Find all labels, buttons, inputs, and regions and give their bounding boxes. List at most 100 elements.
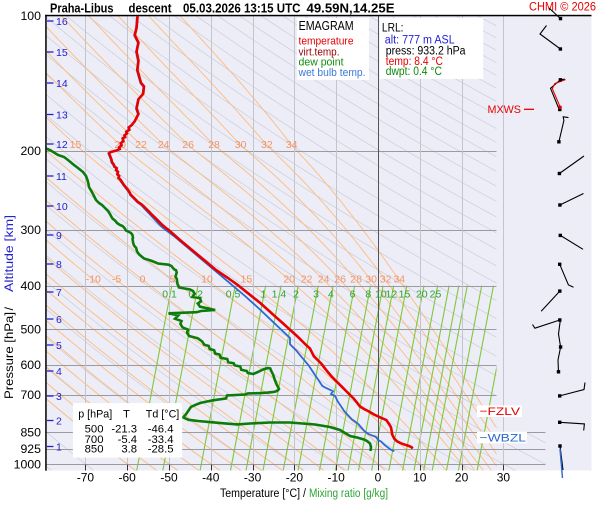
svg-text:-46.4: -46.4 xyxy=(148,424,174,436)
svg-text:p [hPa]: p [hPa] xyxy=(78,409,112,421)
svg-text:200: 200 xyxy=(20,144,41,158)
svg-text:8: 8 xyxy=(365,289,371,301)
svg-text:1: 1 xyxy=(260,289,266,301)
svg-text:temperature: temperature xyxy=(299,36,354,48)
svg-text:25: 25 xyxy=(430,289,442,301)
svg-text:32: 32 xyxy=(261,139,273,151)
svg-text:6: 6 xyxy=(56,314,62,326)
svg-text:MXWS: MXWS xyxy=(488,104,522,116)
svg-text:1: 1 xyxy=(56,441,62,453)
svg-text:T: T xyxy=(123,409,130,421)
svg-text:22: 22 xyxy=(135,139,147,151)
svg-text:-60: -60 xyxy=(119,471,137,485)
svg-text:24: 24 xyxy=(318,274,330,286)
svg-text:32: 32 xyxy=(380,274,392,286)
svg-text:26: 26 xyxy=(334,274,346,286)
svg-text:20: 20 xyxy=(455,471,469,485)
svg-text:49.59N,14.25E: 49.59N,14.25E xyxy=(307,2,395,16)
svg-text:15: 15 xyxy=(56,47,68,59)
svg-text:-20: -20 xyxy=(286,471,304,485)
svg-text:600: 600 xyxy=(20,358,41,372)
svg-text:-28.5: -28.5 xyxy=(148,444,174,456)
svg-text:11: 11 xyxy=(56,171,67,183)
svg-text:-21.3: -21.3 xyxy=(111,424,137,436)
svg-text:15: 15 xyxy=(70,139,82,151)
svg-text:-30: -30 xyxy=(244,471,262,485)
svg-text:34: 34 xyxy=(393,274,405,286)
svg-text:9: 9 xyxy=(56,230,62,242)
svg-text:EMAGRAM: EMAGRAM xyxy=(299,18,354,33)
svg-text:30: 30 xyxy=(497,471,511,485)
svg-text:1000: 1000 xyxy=(14,457,42,471)
svg-text:10: 10 xyxy=(201,274,213,286)
svg-text:4: 4 xyxy=(56,366,62,378)
svg-text:0: 0 xyxy=(140,274,146,286)
svg-text:6: 6 xyxy=(350,289,356,301)
svg-text:alt: 777 m ASL: alt: 777 m ASL xyxy=(385,35,455,47)
svg-text:10: 10 xyxy=(56,201,68,213)
svg-text:−FZLV: −FZLV xyxy=(480,406,521,418)
svg-text:500: 500 xyxy=(85,424,104,436)
svg-text:14: 14 xyxy=(56,78,68,90)
svg-text:15: 15 xyxy=(399,289,411,301)
svg-text:-5: -5 xyxy=(112,274,121,286)
svg-text:temp: 8.4 °C: temp: 8.4 °C xyxy=(386,56,443,68)
svg-text:700: 700 xyxy=(20,388,41,402)
svg-text:16: 16 xyxy=(56,16,68,28)
svg-text:15: 15 xyxy=(241,274,253,286)
svg-text:3.8: 3.8 xyxy=(121,444,137,456)
svg-text:8: 8 xyxy=(56,259,62,271)
svg-text:28: 28 xyxy=(208,139,220,151)
svg-text:4: 4 xyxy=(328,289,334,301)
svg-text:500: 500 xyxy=(20,322,41,336)
svg-text:28: 28 xyxy=(350,274,362,286)
svg-text:virt.temp.: virt.temp. xyxy=(299,47,340,59)
svg-text:-50: -50 xyxy=(160,471,178,485)
svg-text:CHMI © 2026: CHMI © 2026 xyxy=(529,2,596,14)
svg-text:descent: descent xyxy=(129,2,173,16)
svg-text:-5.4: -5.4 xyxy=(118,434,137,446)
svg-text:-40: -40 xyxy=(202,471,220,485)
svg-text:Mixing ratio [g/kg]: Mixing ratio [g/kg] xyxy=(309,486,388,500)
svg-text:10: 10 xyxy=(413,471,427,485)
svg-text:12: 12 xyxy=(386,289,398,301)
svg-text:Temperature [°C] /: Temperature [°C] / xyxy=(220,486,306,500)
svg-text:0.5: 0.5 xyxy=(226,289,241,301)
svg-text:LRL:: LRL: xyxy=(382,23,404,35)
svg-text:-70: -70 xyxy=(77,471,95,485)
svg-text:300: 300 xyxy=(20,223,41,237)
svg-text:/: / xyxy=(2,306,16,310)
svg-text:925: 925 xyxy=(20,442,41,456)
svg-text:26: 26 xyxy=(182,139,194,151)
svg-text:1.4: 1.4 xyxy=(272,289,287,301)
svg-text:Td [°C]: Td [°C] xyxy=(146,409,180,421)
svg-text:5: 5 xyxy=(170,274,176,286)
svg-text:20: 20 xyxy=(416,289,428,301)
svg-text:0.1: 0.1 xyxy=(162,289,177,301)
svg-text:7: 7 xyxy=(56,287,62,299)
svg-text:2: 2 xyxy=(293,289,299,301)
svg-text:22: 22 xyxy=(301,274,313,286)
svg-text:05.03.2026 13:15 UTC: 05.03.2026 13:15 UTC xyxy=(183,2,301,16)
svg-text:12: 12 xyxy=(56,139,68,151)
svg-text:30: 30 xyxy=(365,274,377,286)
svg-text:dwpt: 0.4 °C: dwpt: 0.4 °C xyxy=(386,66,442,78)
svg-text:-10: -10 xyxy=(86,274,101,286)
svg-text:-33.4: -33.4 xyxy=(148,434,174,446)
svg-text:850: 850 xyxy=(20,426,41,440)
svg-text:wet bulb temp.: wet bulb temp. xyxy=(298,67,366,79)
svg-text:24: 24 xyxy=(158,139,170,151)
svg-text:30: 30 xyxy=(235,139,247,151)
svg-text:10: 10 xyxy=(375,289,387,301)
svg-text:3: 3 xyxy=(56,391,62,403)
svg-text:Pressure [hPa]: Pressure [hPa] xyxy=(2,312,16,399)
svg-text:press: 933.2 hPa: press: 933.2 hPa xyxy=(386,45,466,57)
svg-text:dew point: dew point xyxy=(299,57,345,69)
svg-text:100: 100 xyxy=(20,9,41,23)
svg-text:Praha-Libus: Praha-Libus xyxy=(50,2,114,16)
svg-text:2: 2 xyxy=(56,415,62,427)
svg-text:-10: -10 xyxy=(328,471,346,485)
svg-text:5: 5 xyxy=(56,340,62,352)
svg-text:20: 20 xyxy=(283,274,295,286)
svg-text:700: 700 xyxy=(85,434,104,446)
